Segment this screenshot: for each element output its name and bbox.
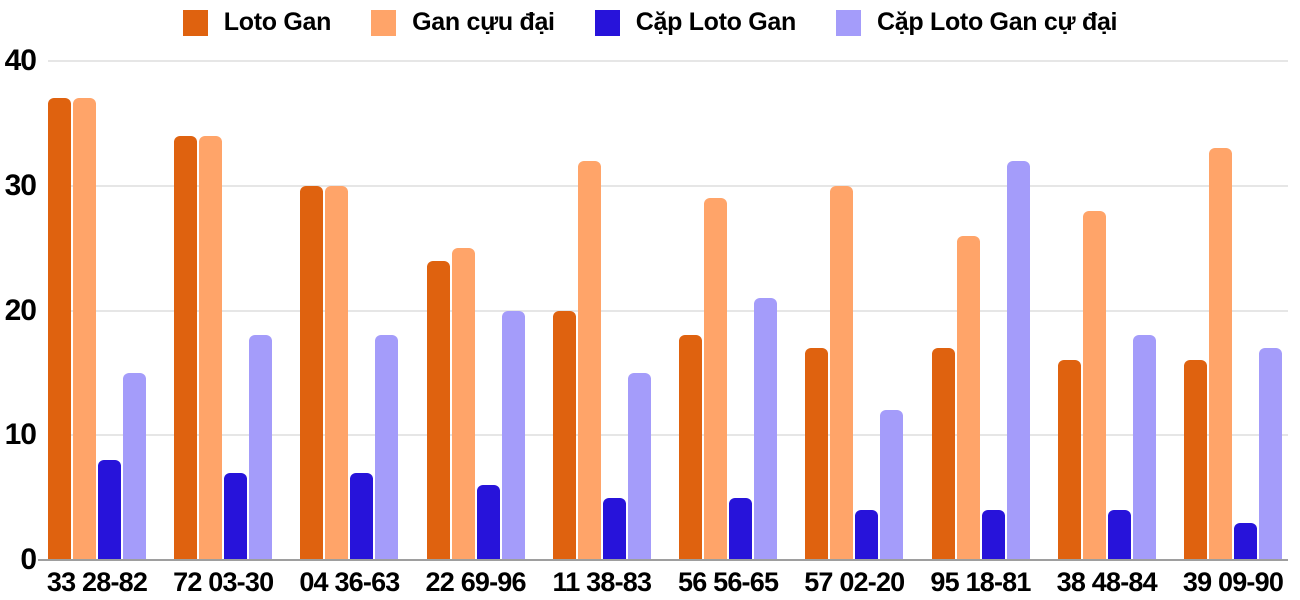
bar[interactable] xyxy=(729,497,753,560)
bar[interactable] xyxy=(704,198,728,560)
bar-group: 11 38-83 xyxy=(552,61,652,596)
bar[interactable] xyxy=(880,410,904,560)
x-axis-label: 57 02-20 xyxy=(804,567,905,597)
bar[interactable] xyxy=(981,510,1005,560)
bar[interactable] xyxy=(199,135,223,560)
x-axis-label: 22 69-96 xyxy=(425,567,527,597)
bar[interactable] xyxy=(1208,148,1232,560)
bar[interactable] xyxy=(754,298,778,560)
bar[interactable] xyxy=(956,235,980,560)
bar[interactable] xyxy=(300,185,324,560)
legend-color-swatch xyxy=(371,9,397,36)
bar[interactable] xyxy=(476,485,500,560)
bar[interactable] xyxy=(805,347,829,560)
bar[interactable] xyxy=(249,335,273,560)
bar[interactable] xyxy=(855,510,879,560)
legend-item[interactable]: Loto Gan xyxy=(182,8,332,37)
y-axis: 0 10 20 30 40 xyxy=(0,0,38,600)
y-axis-label: 30 xyxy=(4,168,37,202)
legend-label: Loto Gan xyxy=(223,8,332,36)
bar[interactable] xyxy=(98,460,121,560)
bar[interactable] xyxy=(627,372,651,560)
x-axis-label: 38 48-84 xyxy=(1056,567,1158,597)
legend-color-swatch xyxy=(182,9,208,36)
y-axis-label: 20 xyxy=(4,293,37,327)
bar-group: 38 48-84 xyxy=(1057,61,1158,596)
bar[interactable] xyxy=(48,98,71,560)
bar[interactable] xyxy=(73,98,96,560)
legend-color-swatch xyxy=(836,9,861,36)
bar[interactable] xyxy=(451,248,475,560)
bar-group: 72 03-30 xyxy=(173,61,274,596)
bar-group: 56 56-65 xyxy=(678,61,779,596)
bar[interactable] xyxy=(350,472,374,560)
bar[interactable] xyxy=(224,472,248,560)
bar[interactable] xyxy=(1107,510,1131,560)
bar[interactable] xyxy=(123,372,146,560)
bar[interactable] xyxy=(1233,522,1257,560)
bar[interactable] xyxy=(1057,360,1081,560)
bar[interactable] xyxy=(931,347,955,560)
legend-item[interactable]: Cặp Loto Gan cự đại xyxy=(836,8,1118,37)
gridline xyxy=(48,60,1288,62)
bar[interactable] xyxy=(174,135,198,560)
x-axis-label: 95 18-81 xyxy=(930,567,1031,597)
x-axis-label: 72 03-30 xyxy=(173,567,274,597)
bar-group: 33 28-82 xyxy=(47,61,148,596)
bar[interactable] xyxy=(325,185,349,560)
bar[interactable] xyxy=(602,497,626,560)
bar[interactable] xyxy=(552,310,576,560)
bar-group: 39 09-90 xyxy=(1183,61,1284,596)
bar[interactable] xyxy=(375,335,399,560)
x-axis-label: 39 09-90 xyxy=(1182,567,1284,597)
gridline xyxy=(48,184,1288,187)
bar-group: 04 36-63 xyxy=(299,61,400,596)
bar[interactable] xyxy=(1132,335,1156,560)
x-axis-label: 56 56-65 xyxy=(677,567,779,597)
plot-area: 33 28-82 72 03-30 04 36-63 22 69-96 11 38-83… xyxy=(38,60,1288,596)
bar-group: 95 18-81 xyxy=(930,61,1031,596)
gridline xyxy=(48,434,1288,437)
chart-legend: Loto Gan Gan cựu đại Cặp Loto Gan Cặp Loto … xyxy=(0,8,1300,37)
x-axis-line xyxy=(38,559,1288,561)
bar[interactable] xyxy=(1258,347,1282,560)
x-axis-label: 11 38-83 xyxy=(552,567,653,597)
bar-groups: 33 28-82 72 03-30 04 36-63 22 69-96 11 38-83… xyxy=(46,61,1288,596)
bar-group: 57 02-20 xyxy=(804,61,905,596)
bar[interactable] xyxy=(1082,210,1106,560)
legend-item[interactable]: Gan cựu đại xyxy=(371,8,555,37)
bar[interactable] xyxy=(830,185,854,560)
legend-label: Cặp Loto Gan xyxy=(635,8,797,36)
bar[interactable] xyxy=(1006,160,1030,560)
legend-color-swatch xyxy=(594,9,620,36)
gridline xyxy=(48,309,1288,312)
y-axis-label: 0 xyxy=(20,543,37,576)
legend-item[interactable]: Cặp Loto Gan xyxy=(594,8,797,37)
x-axis-label: 33 28-82 xyxy=(46,567,148,597)
y-axis-label: 10 xyxy=(4,418,37,452)
bar[interactable] xyxy=(501,310,525,560)
legend-label: Gan cựu đại xyxy=(412,8,555,36)
x-axis-label: 04 36-63 xyxy=(299,567,400,597)
bar[interactable] xyxy=(1183,360,1207,560)
legend-label: Cặp Loto Gan cự đại xyxy=(877,8,1118,36)
y-axis-label: 40 xyxy=(4,44,37,77)
bar[interactable] xyxy=(426,260,450,560)
bar[interactable] xyxy=(577,160,601,560)
bar[interactable] xyxy=(679,335,703,560)
bar-group: 22 69-96 xyxy=(426,61,527,596)
